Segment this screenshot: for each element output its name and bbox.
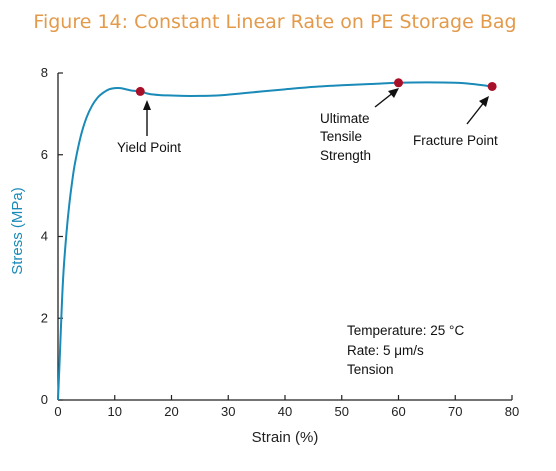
chart-title: Figure 14: Constant Linear Rate on PE St… [33,11,516,33]
marker-yield-point [135,86,145,96]
condition-temperature: Temperature: 25 °C [347,323,464,338]
ultimate-label-line1: Ultimate [320,111,370,126]
y-tick-label: 2 [41,310,48,325]
yield-arrowhead [143,100,151,110]
fracture-arrowhead [479,96,489,107]
y-axis-label: Stress (MPa) [9,187,26,275]
x-tick-label: 40 [278,404,292,419]
marker-ultimate-tensile-strength [394,78,403,88]
x-tick-label: 60 [391,404,405,419]
y-tick-label: 6 [41,147,48,162]
x-tick-label: 10 [108,404,122,419]
x-tick-label: 80 [505,404,519,419]
condition-rate: Rate: 5 μm/s [347,343,424,358]
x-tick-label: 0 [54,404,61,419]
ultimate-label-line3: Strength [320,148,371,163]
marker-fracture-point [487,81,497,91]
x-ticks: 0 10 20 30 40 50 60 70 80 [54,395,519,419]
y-tick-label: 4 [41,229,48,244]
x-axis-label: Strain (%) [252,429,319,446]
ultimate-label-line2: Tensile [320,129,362,144]
x-tick-label: 20 [164,404,178,419]
condition-mode: Tension [347,362,394,377]
x-tick-label: 70 [448,404,462,419]
y-tick-label: 8 [41,65,48,80]
x-tick-label: 30 [221,404,235,419]
fracture-arrow [466,100,486,125]
yield-point-label: Yield Point [117,140,181,155]
fracture-point-label: Fracture Point [413,133,498,148]
x-tick-label: 50 [335,404,349,419]
y-tick-label: 0 [41,392,48,407]
annotation-arrows [143,88,489,136]
stress-strain-curve [57,81,493,401]
key-point-markers [135,78,497,96]
ultimate-arrowhead [388,88,399,98]
ultimate-arrow [374,91,395,108]
